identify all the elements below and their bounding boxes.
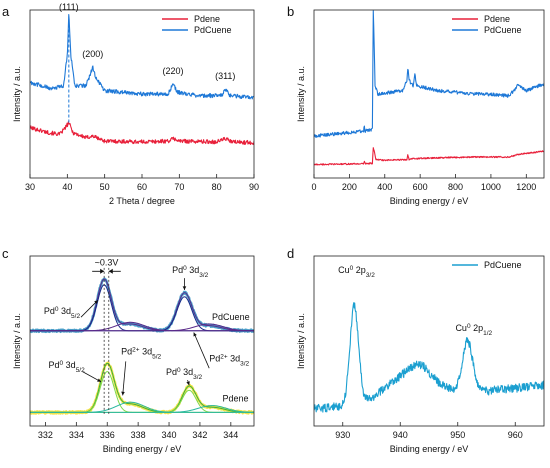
x-tick-label: 950 xyxy=(450,430,465,440)
peak-label: Pd2+ 3d3/2 xyxy=(209,353,249,367)
x-tick-label: 960 xyxy=(508,430,523,440)
x-tick-label: 332 xyxy=(38,430,53,440)
trace-label: PdCuene xyxy=(212,312,250,322)
shift-arrowhead xyxy=(100,268,105,274)
peak-label: Pd0 3d3/2 xyxy=(166,367,203,381)
series-pdene xyxy=(314,147,544,166)
legend-label: PdCuene xyxy=(484,260,522,270)
panel-c: c 332 334 336 338 340 342 344 Binding energy / e… xyxy=(2,246,255,454)
x-axis-label-d: Binding energy / eV xyxy=(390,444,469,454)
x-tick-label: 200 xyxy=(342,182,357,192)
x-tick-label: 344 xyxy=(223,430,238,440)
series-pdcuene-comp4 xyxy=(30,323,254,332)
series-pdene xyxy=(30,121,254,146)
x-tick-label: 340 xyxy=(162,430,177,440)
x-tick-label: 1000 xyxy=(481,182,501,192)
plot-frame-d xyxy=(313,255,545,427)
peak-label: (311) xyxy=(215,71,235,81)
panel-letter-c: c xyxy=(2,246,9,261)
peak-label: (111) xyxy=(59,2,79,12)
legend-label: Pdene xyxy=(484,14,510,24)
pointer-arrowhead xyxy=(97,378,102,382)
shift-arrowhead xyxy=(108,268,113,274)
x-axis-label-b: Binding energy / eV xyxy=(390,196,469,206)
x-tick-label: 50 xyxy=(100,182,110,192)
peak-label: Cu0 2p1/2 xyxy=(455,322,492,336)
panel-letter-d: d xyxy=(287,246,294,261)
legend-label: PdCuene xyxy=(194,25,232,35)
x-tick-label: 70 xyxy=(174,182,184,192)
x-axis-label-c: Binding energy / eV xyxy=(103,444,182,454)
x-tick-label: 80 xyxy=(212,182,222,192)
pointer-arrowhead xyxy=(94,300,98,305)
series-group-c xyxy=(30,277,254,415)
x-tick-label: 0 xyxy=(311,182,316,192)
series-pdene xyxy=(30,361,254,415)
legend-d: PdCuene xyxy=(452,260,522,270)
series-group-a xyxy=(30,14,254,146)
y-axis-label-a: Intensity / a.u. xyxy=(12,66,22,122)
peak-label: (200) xyxy=(82,49,103,59)
y-axis-label-b: Intensity / a.u. xyxy=(296,66,306,122)
shift-label: ~0.3V xyxy=(95,257,119,267)
x-tick-label: 334 xyxy=(69,430,84,440)
plot-frame-b xyxy=(313,9,545,179)
peak-label: Pd0 3d3/2 xyxy=(172,265,209,279)
pointer-line xyxy=(193,332,210,369)
panel-letter-a: a xyxy=(2,4,10,19)
series-pdcuene xyxy=(30,14,254,100)
legend-label: PdCuene xyxy=(484,25,522,35)
peak-label: Pd2+ 3d5/2 xyxy=(121,346,161,360)
legend-label: Pdene xyxy=(194,14,220,24)
x-tick-label: 338 xyxy=(131,430,146,440)
x-tick-label: 60 xyxy=(137,182,147,192)
x-tick-label: 930 xyxy=(335,430,350,440)
series-pdene-comp4 xyxy=(30,405,254,413)
series-group-b xyxy=(314,10,544,166)
panel-letter-b: b xyxy=(287,4,294,19)
peak-label: Pd0 3d5/2 xyxy=(44,305,81,319)
x-tick-label: 600 xyxy=(413,182,428,192)
peak-label: Pd0 3d5/2 xyxy=(49,360,86,374)
x-tick-label: 30 xyxy=(25,182,35,192)
x-tick-label: 40 xyxy=(62,182,72,192)
x-tick-label: 1200 xyxy=(516,182,536,192)
pointer-arrowhead xyxy=(121,391,125,396)
x-tick-label: 336 xyxy=(100,430,115,440)
x-tick-label: 400 xyxy=(377,182,392,192)
trace-label: Pdene xyxy=(222,393,248,403)
panel-b: b 0 200 400 600 800 1000 1200 Binding energy / e… xyxy=(287,4,545,206)
x-tick-label: 940 xyxy=(393,430,408,440)
plot-frame-c xyxy=(29,255,255,427)
series-group-d xyxy=(314,302,544,413)
peak-label: (220) xyxy=(162,66,183,76)
pointer-line xyxy=(80,299,99,318)
x-tick-label: 342 xyxy=(192,430,207,440)
y-axis-label-c: Intensity / a.u. xyxy=(12,313,22,369)
x-tick-label: 90 xyxy=(249,182,259,192)
panel-d: d 930 940 950 960 Binding energy / eV Intensit… xyxy=(287,246,545,454)
x-tick-label: 800 xyxy=(448,182,463,192)
pointer-arrowhead xyxy=(193,332,197,337)
series-pdcuene xyxy=(314,302,544,413)
pointer-arrowhead xyxy=(186,381,190,386)
y-axis-label-d: Intensity / a.u. xyxy=(296,313,306,369)
pointer-line xyxy=(122,361,127,396)
series-pdcuene xyxy=(314,10,544,138)
x-axis-label-a: 2 Theta / degree xyxy=(109,196,175,206)
peak-label: Cu0 2p3/2 xyxy=(338,265,375,279)
pointer-arrowhead xyxy=(182,286,187,290)
panel-a: a 30 40 50 60 70 80 90 2 Theta / degree Intensity… xyxy=(2,2,259,206)
